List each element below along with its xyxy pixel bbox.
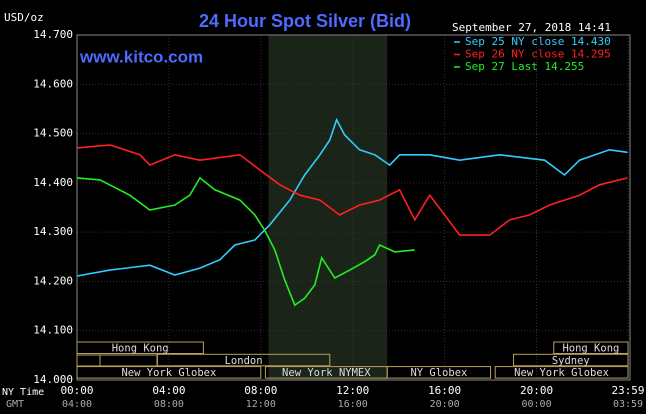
- market-hours-shade: [268, 35, 388, 380]
- x-tick-label: 08:00: [244, 384, 277, 397]
- chart-subtitle: September 27, 2018 14:41: [452, 21, 611, 34]
- x2-tick-label: 03:59: [613, 399, 643, 410]
- x2-axis-label: GMT: [6, 399, 24, 410]
- session-label: New York NYMEX: [282, 367, 371, 379]
- y-tick-label: 14.100: [33, 324, 73, 337]
- x-tick-label: 16:00: [428, 384, 461, 397]
- session-box: [76, 341, 204, 354]
- y-tick-label: 14.600: [33, 77, 73, 90]
- series-line: [76, 117, 628, 277]
- x2-tick-label: 12:00: [246, 399, 276, 410]
- session-label: Hong Kong: [562, 343, 619, 355]
- session-box: [156, 353, 331, 367]
- session-label: Sydney: [552, 355, 590, 367]
- x-tick-label: 00:00: [60, 384, 93, 397]
- chart-title: 24 Hour Spot Silver (Bid): [199, 11, 411, 31]
- legend-label: Sep 27 Last 14.255: [465, 60, 584, 73]
- session-label: New York Globex: [514, 367, 609, 379]
- plot-frame: [76, 34, 631, 381]
- y-tick-label: 14.000: [33, 373, 73, 386]
- series-line: [76, 176, 415, 307]
- session-label: Hong Kong: [112, 343, 169, 355]
- x-tick-label: 20:00: [520, 384, 553, 397]
- y-tick-label: 14.300: [33, 225, 73, 238]
- y-tick-label: 14.500: [33, 127, 73, 140]
- y-tick-label: 14.200: [33, 274, 73, 287]
- session-box: [553, 341, 629, 354]
- y-tick-label: 14.700: [33, 28, 73, 41]
- series-line: [76, 144, 628, 236]
- x-tick-label: 12:00: [336, 384, 369, 397]
- session-label: NY Globex: [410, 367, 467, 379]
- x-tick-label: 04:00: [152, 384, 185, 397]
- session-box: [386, 366, 492, 379]
- session-box: [513, 353, 629, 367]
- session-label: London: [225, 355, 263, 367]
- session-label: New York Globex: [121, 367, 216, 379]
- x2-tick-label: 00:00: [521, 399, 551, 410]
- x-axis-label: NY Time: [2, 387, 44, 398]
- legend-label: Sep 26 NY close 14.295: [465, 48, 611, 61]
- session-box: [76, 366, 262, 379]
- legend-label: Sep 25 NY close 14.430: [465, 35, 611, 48]
- y-tick-label: 14.400: [33, 176, 73, 189]
- x2-tick-label: 08:00: [154, 399, 184, 410]
- y-axis-label: USD/oz: [4, 11, 44, 24]
- x2-tick-label: 20:00: [430, 399, 460, 410]
- site-label: www.kitco.com: [79, 47, 203, 66]
- x2-tick-label: 04:00: [62, 399, 92, 410]
- x-tick-label: 23:59: [611, 384, 644, 397]
- session-box: [494, 366, 629, 379]
- x2-tick-label: 16:00: [338, 399, 368, 410]
